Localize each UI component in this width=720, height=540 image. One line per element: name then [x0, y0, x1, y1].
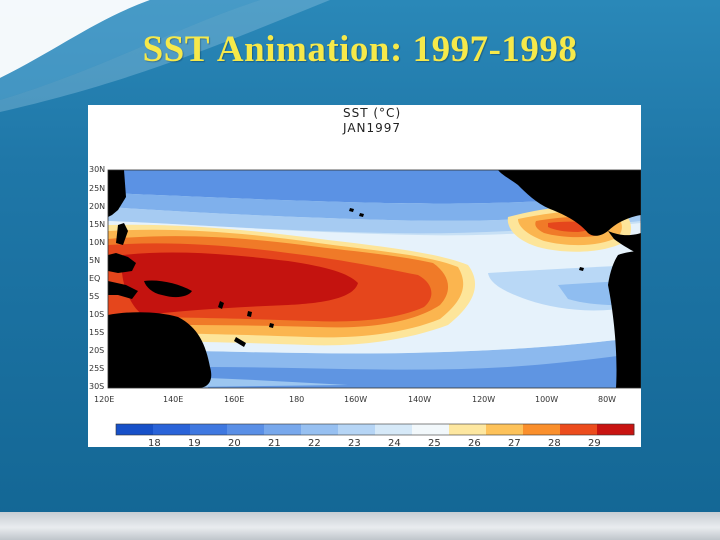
colorbar-swatch [227, 424, 265, 435]
colorbar [115, 423, 635, 436]
sst-field [108, 170, 641, 388]
lon-label: 160E [224, 395, 244, 404]
colorbar-tick-label: 29 [588, 438, 601, 447]
lat-label: 20S [89, 346, 104, 355]
slide-footer-band [0, 512, 720, 540]
colorbar-tick-label: 18 [148, 438, 161, 447]
colorbar-tick-label: 26 [468, 438, 481, 447]
lat-label: 20N [89, 202, 105, 211]
lat-label: 5N [89, 256, 100, 265]
colorbar-tick-label: 23 [348, 438, 361, 447]
lat-label: 15N [89, 220, 105, 229]
lat-label: 30N [89, 165, 105, 174]
colorbar-swatch [338, 424, 376, 435]
map-frame [107, 169, 641, 389]
longitude-axis: 120E 140E 160E 180 160W 140W 120W 100W 8… [94, 395, 616, 404]
lon-label: 100W [535, 395, 558, 404]
lat-label: 10S [89, 310, 104, 319]
colorbar-swatch [190, 424, 228, 435]
sst-map-figure: SST (°C) JAN1997 [88, 105, 641, 447]
colorbar-frame [115, 423, 635, 436]
latitude-axis: 30N 25N 20N 15N 10N 5N EQ 5S 10S 15S 20S… [89, 165, 105, 391]
colorbar-swatch [560, 424, 598, 435]
lat-label: 30S [89, 382, 104, 391]
lat-label: 15S [89, 328, 104, 337]
lon-label: 140E [163, 395, 183, 404]
colorbar-tick-label: 21 [268, 438, 281, 447]
lon-label: 80W [598, 395, 616, 404]
colorbar-swatch [412, 424, 450, 435]
colorbar-swatch [153, 424, 191, 435]
lon-label: 120W [472, 395, 495, 404]
colorbar-tick-label: 27 [508, 438, 521, 447]
lat-label: EQ [89, 274, 100, 283]
slide-title: SST Animation: 1997-1998 [142, 29, 578, 70]
lat-label: 10N [89, 238, 105, 247]
map-title-variable: SST (°C) [343, 106, 402, 120]
lat-label: 25S [89, 364, 104, 373]
colorbar-swatch [375, 424, 413, 435]
colorbar-tick-label: 24 [388, 438, 401, 447]
lon-label: 140W [408, 395, 431, 404]
lat-label: 25N [89, 184, 105, 193]
colorbar-tick-label: 22 [308, 438, 321, 447]
lon-label: 160W [344, 395, 367, 404]
colorbar-tick-label: 20 [228, 438, 241, 447]
lat-label: 5S [89, 292, 99, 301]
sst-map-svg: 30N 25N 20N 15N 10N 5N EQ 5S 10S 15S 20S… [89, 165, 641, 447]
colorbar-swatch [597, 424, 635, 435]
map-title: SST (°C) JAN1997 [343, 106, 401, 136]
colorbar-swatch [523, 424, 561, 435]
colorbar-swatch [301, 424, 339, 435]
colorbar-tick-label: 25 [428, 438, 441, 447]
colorbar-tick-label: 28 [548, 438, 561, 447]
colorbar-swatch [449, 424, 487, 435]
colorbar-swatch [264, 424, 302, 435]
colorbar-swatch [486, 424, 524, 435]
lon-label: 120E [94, 395, 114, 404]
colorbar-swatch [116, 424, 154, 435]
lon-label: 180 [289, 395, 304, 404]
colorbar-labels: 18 19 20 21 22 23 24 25 26 27 28 29 [148, 438, 601, 447]
colorbar-tick-label: 19 [188, 438, 201, 447]
map-title-date: JAN1997 [343, 121, 402, 135]
